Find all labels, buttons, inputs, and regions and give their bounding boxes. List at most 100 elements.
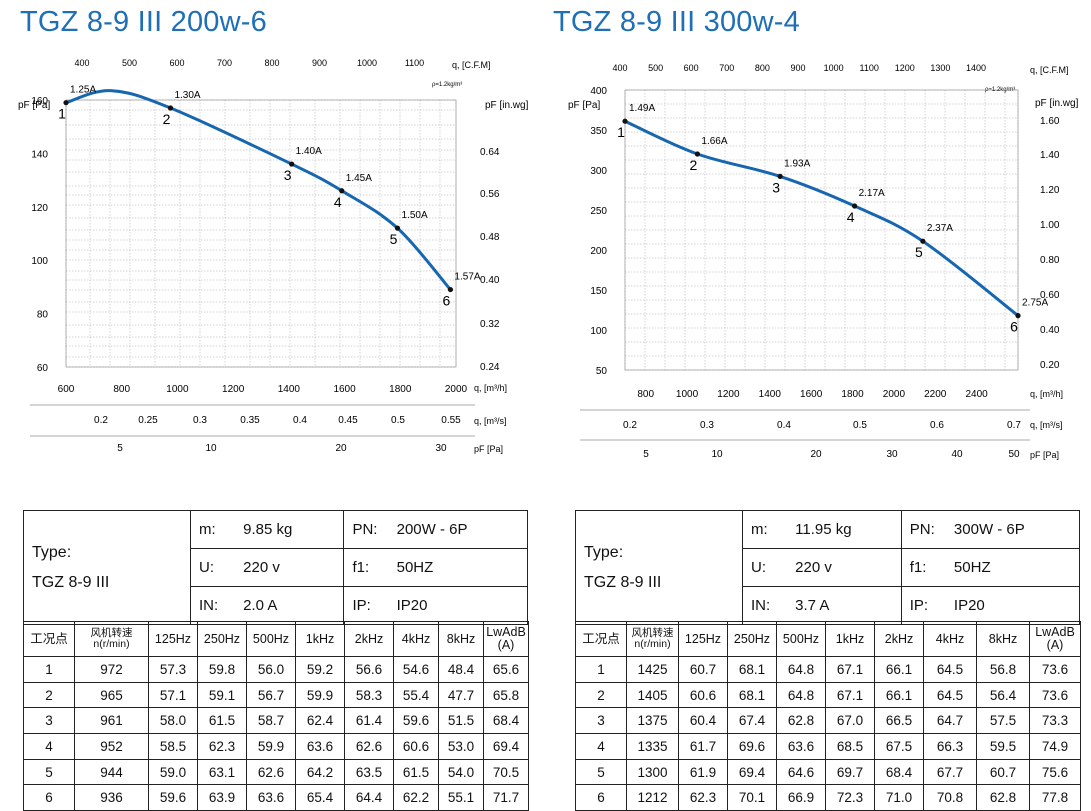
title-brand: TGZ (20, 6, 79, 38)
operating-point-2 (167, 105, 174, 111)
table-cell: 952 (74, 733, 149, 760)
pa-tick-label: 10 (205, 443, 217, 454)
table-cell: 59.9 (246, 733, 296, 760)
right-tick-label: 1.00 (1040, 220, 1060, 231)
table-cell: 73.6 (1029, 656, 1081, 683)
ms-tick-label: 0.25 (138, 415, 158, 426)
current-label: IN: (751, 597, 771, 614)
ms-tick-label: 0.45 (338, 415, 358, 426)
point-number: 1 (617, 124, 625, 140)
table-cell: 65.8 (483, 681, 529, 709)
right-tick-label: 0.64 (480, 147, 500, 158)
table-cell: 936 (74, 784, 149, 811)
table-cell: 64.5 (923, 656, 977, 683)
table-cell: 5 (575, 758, 627, 786)
right-tick-labels: 1.60 1.40 1.20 1.00 0.80 0.60 0.40 0.20 (1040, 116, 1060, 371)
operating-point-6 (447, 286, 454, 293)
current-cell: IN: 3.7 A (742, 586, 902, 625)
table-cell: 70.1 (727, 784, 777, 811)
table-cell: 69.4 (483, 733, 529, 760)
column-header: 1kHz (825, 621, 875, 657)
table-cell: 1300 (626, 758, 679, 786)
table-cell: 59.2 (295, 656, 345, 683)
column-header: 工况点 (23, 621, 75, 657)
current-value: 3.7 A (795, 597, 830, 614)
table-cell: 58.0 (148, 707, 198, 735)
right-tick-label: 1.40 (1040, 150, 1060, 161)
fan-curve-chart-200w: q, [C.F.M] 400 500 600 700 800 900 1000 1100 ρ=… (18, 58, 529, 454)
ip-value: IP20 (396, 597, 428, 614)
table-cell: 77.8 (1029, 784, 1081, 811)
top-axis: q, [C.F.M] 400 500 600 700 800 900 1000 1100 120… (612, 63, 1068, 93)
current-label: 1.49A (629, 103, 655, 114)
table-cell: 59.5 (976, 733, 1030, 760)
point-number: 3 (284, 167, 292, 183)
pa-tick-label: 50 (1008, 449, 1020, 460)
plot-frame (624, 89, 1019, 371)
pa-tick-label: 10 (711, 449, 723, 460)
table-cell: 61.9 (678, 758, 728, 786)
table-cell: 68.5 (825, 733, 875, 760)
frequency-cell: f1: 50HZ (900, 548, 1081, 587)
table-cell: 63.6 (776, 733, 826, 760)
table-cell: 66.5 (874, 707, 924, 735)
x-tick-label: 1000 (676, 389, 699, 400)
column-header: 250Hz (727, 621, 777, 657)
right-axis-label: pF [in.wg] (485, 100, 529, 111)
table-row: 2 965 57.1 59.1 56.7 59.9 58.3 55.4 47.7 65.8 (23, 681, 529, 709)
ms-axis-label: q, [m³/s] (474, 416, 507, 426)
x-tick-label: 1400 (759, 389, 782, 400)
y-tick-label: 160 (31, 96, 48, 107)
right-tick-label: 1.60 (1040, 116, 1060, 127)
column-header: 500Hz (246, 621, 296, 657)
table-cell: 64.8 (776, 681, 826, 709)
table-cell: 3 (575, 707, 627, 735)
noise-table-300w: 工况点 风机转速 n(r/min) 125Hz 250Hz 500Hz 1kHz 2kHz 4… (575, 621, 1081, 811)
title-model: 8-9 III 300w-4 (611, 6, 800, 38)
grid (624, 89, 1019, 371)
table-cell: 64.6 (776, 758, 826, 786)
table-cell: 60.7 (678, 656, 728, 683)
table-cell: 66.9 (776, 784, 826, 811)
y-tick-label: 100 (31, 256, 48, 267)
table-cell: 69.6 (727, 733, 777, 760)
table-cell: 66.3 (923, 733, 977, 760)
right-tick-label: 0.40 (1040, 325, 1060, 336)
current-label: 1.50A (402, 210, 428, 221)
frequency-cell: f1: 50HZ (343, 548, 528, 587)
table-cell: 56.6 (344, 656, 394, 683)
top-axis: q, [C.F.M] 400 500 600 700 800 900 1000 1100 ρ=… (74, 58, 490, 88)
table-cell: 54.6 (393, 656, 439, 683)
m3h-axis-label: q, [m³/h] (1030, 389, 1063, 399)
pa-tick-label: 30 (435, 443, 447, 454)
table-cell: 961 (74, 707, 149, 735)
right-axis-label: pF [in.wg] (1035, 98, 1079, 109)
top-axis-label: q, [C.F.M] (1030, 65, 1069, 75)
table-cell: 75.6 (1029, 758, 1081, 786)
power-value: 300W - 6P (953, 521, 1025, 538)
ip-cell: IP: IP20 (343, 586, 528, 625)
top-tick-label: 1300 (930, 63, 950, 73)
table-cell: 67.1 (825, 656, 875, 683)
voltage-label: U: (199, 559, 214, 576)
y-tick-label: 400 (590, 86, 607, 97)
left-axis-label: pF [Pa] (18, 100, 50, 111)
voltage-cell: U: 220 v (189, 548, 345, 587)
right-tick-label: 1.20 (1040, 185, 1060, 196)
type-value: TGZ 8-9 III (584, 573, 662, 591)
point-number: 1 (58, 106, 66, 122)
table-cell: 59.6 (393, 707, 439, 735)
y-tick-labels: 50 100 150 200 250 300 350 400 (590, 86, 607, 377)
right-tick-label: 0.48 (480, 232, 500, 243)
mass-label: m: (199, 521, 216, 538)
y-tick-label: 60 (37, 363, 49, 374)
table-cell: 1 (23, 656, 75, 683)
table-cell: 66.1 (874, 656, 924, 683)
ms-tick-label: 0.35 (240, 415, 260, 426)
x-tick-label: 1800 (389, 384, 412, 395)
current-label: 1.66A (701, 136, 727, 147)
ms-tick-label: 0.4 (293, 415, 307, 426)
voltage-cell: U: 220 v (742, 548, 902, 587)
x-tick-label: 1000 (166, 384, 189, 395)
table-row: 4 952 58.5 62.3 59.9 63.6 62.6 60.6 53.0 69.4 (23, 733, 529, 760)
